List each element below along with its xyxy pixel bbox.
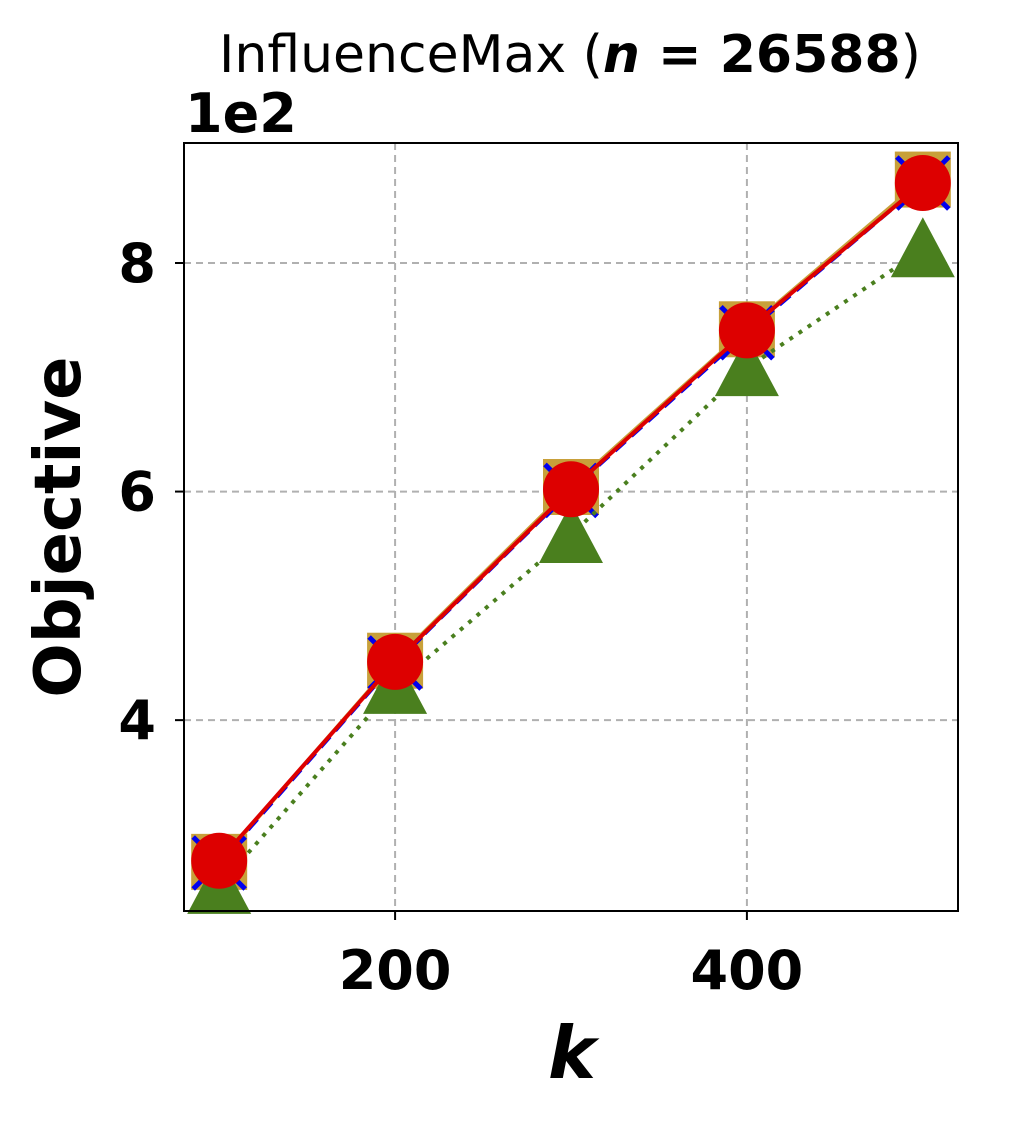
y-tick-label: 8 (118, 232, 156, 295)
series-2 (187, 217, 955, 914)
y-axis-ticks: 4 6 8 (118, 232, 184, 752)
series-line (217, 247, 924, 888)
data-point-circle (543, 461, 599, 518)
data-point-circle (718, 302, 775, 359)
x-tick-label: 400 (691, 939, 804, 1002)
y-tick-label: 4 (118, 689, 156, 752)
series-3 (191, 155, 951, 889)
data-point-triangle (890, 217, 955, 278)
y-axis-label: Objective (22, 356, 96, 697)
x-axis-label: k (548, 1011, 600, 1095)
data-point-circle (191, 832, 248, 889)
y-offset-text: 1e2 (185, 82, 297, 145)
series-layer (187, 151, 955, 914)
chart-title: InfluenceMax (n = 26588) (219, 25, 921, 85)
data-point-circle (894, 155, 951, 211)
data-point-triangle (714, 336, 779, 397)
x-tick-label: 200 (339, 939, 452, 1002)
plot-frame (183, 142, 959, 912)
y-tick-label: 6 (118, 461, 156, 524)
data-point-circle (367, 633, 424, 690)
data-point-triangle (539, 503, 603, 563)
x-axis-ticks: 200 400 (339, 911, 804, 1002)
